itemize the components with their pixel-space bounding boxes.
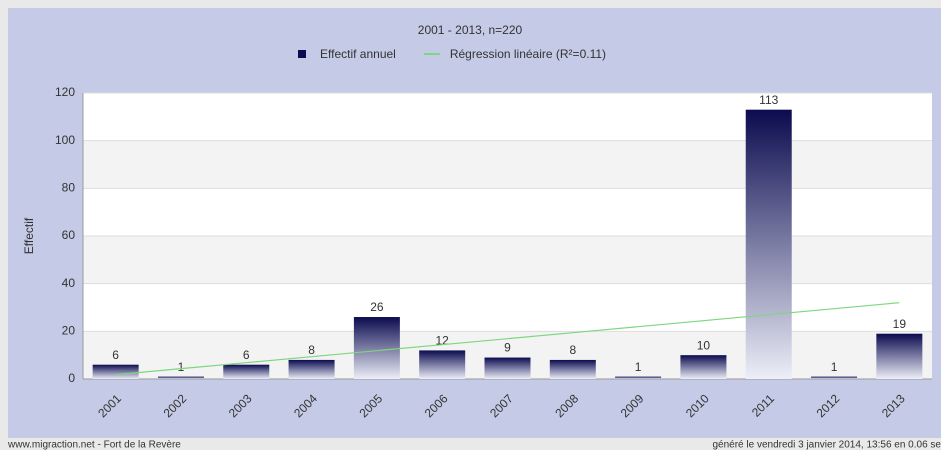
bar [288, 359, 335, 379]
data-label: 1 [831, 360, 838, 374]
bar [615, 376, 662, 379]
data-label: 9 [504, 341, 511, 355]
data-label: 6 [243, 348, 250, 362]
y-tick-label: 60 [62, 228, 76, 242]
y-tick-label: 40 [62, 276, 76, 290]
bar [223, 364, 270, 379]
bar [549, 359, 596, 379]
y-tick-label: 120 [55, 85, 75, 99]
bar [745, 109, 792, 379]
legend-label: Régression linéaire (R²=0.11) [450, 47, 606, 61]
legend-marker [298, 50, 306, 58]
chart-title: 2001 - 2013, n=220 [418, 23, 523, 37]
data-label: 1 [178, 360, 185, 374]
y-tick-label: 20 [62, 324, 76, 338]
bar [92, 364, 139, 379]
data-label: 8 [308, 343, 315, 357]
data-label: 113 [759, 93, 778, 107]
bar [876, 333, 923, 379]
data-label: 8 [569, 343, 576, 357]
bar [157, 376, 204, 379]
bar [680, 355, 727, 379]
y-tick-label: 0 [68, 371, 75, 385]
data-label: 1 [635, 360, 642, 374]
y-axis-label: Effectif [22, 217, 36, 254]
y-tick-label: 100 [55, 133, 75, 147]
y-tick-label: 80 [62, 181, 76, 195]
data-label: 26 [370, 300, 384, 314]
data-label: 10 [697, 338, 711, 352]
data-label: 6 [112, 348, 119, 362]
legend-label: Effectif annuel [320, 47, 396, 61]
footer-right: généré le vendredi 3 janvier 2014, 13:56… [712, 440, 941, 450]
grid-band [83, 140, 932, 189]
regression-line [115, 302, 900, 376]
bar [419, 350, 466, 379]
footer-left: www.migraction.net - Fort de la Revère [7, 440, 181, 450]
bar [353, 317, 400, 379]
bar [811, 376, 858, 379]
grid-band [83, 236, 932, 284]
bar [484, 357, 531, 379]
data-label: 19 [893, 317, 907, 331]
